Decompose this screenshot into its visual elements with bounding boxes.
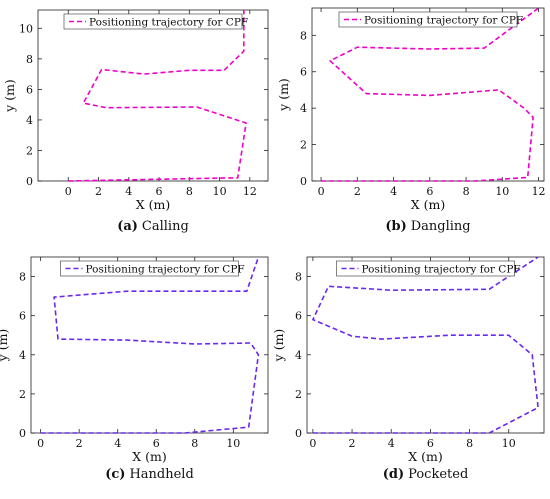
legend-label: Positioning trajectory for CPF	[89, 17, 248, 29]
x-tick-label: 6	[156, 185, 163, 198]
x-tick-label: 6	[426, 185, 433, 198]
panel-caption: (d) Pocketed	[383, 467, 469, 482]
trajectory-line	[321, 7, 540, 182]
y-tick-label: 4	[300, 102, 307, 115]
x-axis-label: X (m)	[136, 197, 170, 212]
x-tick-label: 10	[213, 185, 227, 198]
y-tick-label: 6	[19, 310, 26, 323]
plot-frame	[30, 256, 269, 434]
legend-box	[336, 260, 515, 277]
legend-box	[60, 260, 239, 277]
legend-box	[63, 13, 243, 30]
x-axis-label: X (m)	[408, 449, 442, 464]
trajectory-line	[40, 256, 260, 434]
x-tick-label: 12	[532, 185, 546, 198]
x-tick-label: 8	[463, 185, 470, 198]
x-tick-label: 8	[191, 437, 198, 450]
plot-frame	[311, 7, 545, 182]
x-tick-label: 8	[186, 185, 193, 198]
x-tick-label: 2	[95, 185, 102, 198]
x-tick-label: 4	[125, 185, 132, 198]
y-tick-label: 2	[295, 388, 302, 401]
legend-label: Positioning trajectory for CPF	[86, 264, 245, 276]
y-tick-label: 6	[26, 83, 33, 96]
legend-label: Positioning trajectory for CPF	[362, 264, 521, 276]
trajectory-line	[312, 256, 539, 434]
chart-panel-3: 0 2 4 6 8 10 0 2 4 6 8 X (m) y (m) Positioning trajec…	[0, 256, 269, 482]
caption-text: Pocketed	[408, 467, 468, 482]
y-tick-label: 2	[300, 139, 307, 152]
x-axis-label: X (m)	[411, 197, 445, 212]
x-tick-label: 0	[318, 185, 325, 198]
y-tick-label: 6	[300, 66, 307, 79]
plot-frame	[306, 256, 545, 434]
caption-letter: (c)	[105, 467, 125, 482]
y-tick-label: 4	[295, 349, 302, 362]
x-tick-label: 12	[243, 185, 257, 198]
y-tick-label: 0	[19, 427, 26, 440]
panel-caption: (b) Dangling	[385, 219, 470, 234]
legend: Positioning trajectory for CPF	[336, 260, 521, 277]
y-tick-label: 4	[26, 114, 33, 127]
caption-text: Calling	[142, 219, 189, 234]
y-tick-label: 2	[19, 388, 26, 401]
x-tick-label: 6	[153, 437, 160, 450]
panel-caption: (a) Calling	[117, 219, 189, 234]
plot-frame	[37, 9, 269, 182]
x-tick-label: 4	[388, 437, 395, 450]
y-tick-label: 6	[295, 310, 302, 323]
x-tick-label: 10	[226, 437, 240, 450]
caption-letter: (d)	[383, 467, 404, 482]
y-tick-label: 8	[19, 271, 26, 284]
chart-panel-1: 0 2 4 6 8 10 12 0 2 4 6 8 10 X (m) y (m) Positioning tr…	[2, 9, 269, 234]
y-tick-label: 0	[295, 427, 302, 440]
caption-letter: (a)	[117, 219, 138, 234]
caption-text: Dangling	[411, 219, 471, 234]
y-tick-label: 4	[19, 349, 26, 362]
x-tick-label: 10	[502, 437, 516, 450]
y-tick-label: 2	[26, 144, 33, 157]
y-tick-label: 0	[300, 175, 307, 188]
x-axis-label: X (m)	[132, 449, 166, 464]
caption-text: Handheld	[129, 467, 193, 482]
x-tick-label: 4	[114, 437, 121, 450]
y-tick-label: 8	[295, 271, 302, 284]
chart-panel-4: 0 2 4 6 8 10 0 2 4 6 8 X (m) y (m) Positioning trajec…	[271, 256, 545, 482]
y-tick-label: 0	[26, 175, 33, 188]
y-tick-label: 8	[300, 29, 307, 42]
legend: Positioning trajectory for CPF	[63, 13, 248, 30]
legend: Positioning trajectory for CPF	[60, 260, 245, 277]
x-tick-label: 2	[76, 437, 83, 450]
caption-letter: (b)	[385, 219, 406, 234]
panel-caption: (c) Handheld	[105, 467, 194, 482]
chart-panel-2: 0 2 4 6 8 10 12 0 2 4 6 8 X (m) y (m) Positioning traj…	[276, 7, 546, 234]
legend-box	[338, 11, 518, 28]
x-tick-label: 10	[495, 185, 509, 198]
y-axis-label: y (m)	[0, 329, 10, 363]
y-axis-label: y (m)	[276, 78, 291, 112]
y-axis-label: y (m)	[2, 79, 17, 113]
x-tick-label: 0	[65, 185, 72, 198]
x-tick-label: 2	[354, 185, 361, 198]
x-tick-label: 6	[427, 437, 434, 450]
legend: Positioning trajectory for CPF	[338, 11, 523, 28]
trajectory-line	[68, 10, 247, 182]
x-tick-label: 0	[37, 437, 44, 450]
y-tick-label: 8	[26, 53, 33, 66]
y-tick-label: 10	[19, 22, 33, 35]
x-tick-label: 4	[390, 185, 397, 198]
y-axis-label: y (m)	[271, 329, 286, 363]
x-tick-label: 0	[309, 437, 316, 450]
legend-label: Positioning trajectory for CPF	[364, 15, 523, 27]
x-tick-label: 8	[466, 437, 473, 450]
x-tick-label: 2	[349, 437, 356, 450]
